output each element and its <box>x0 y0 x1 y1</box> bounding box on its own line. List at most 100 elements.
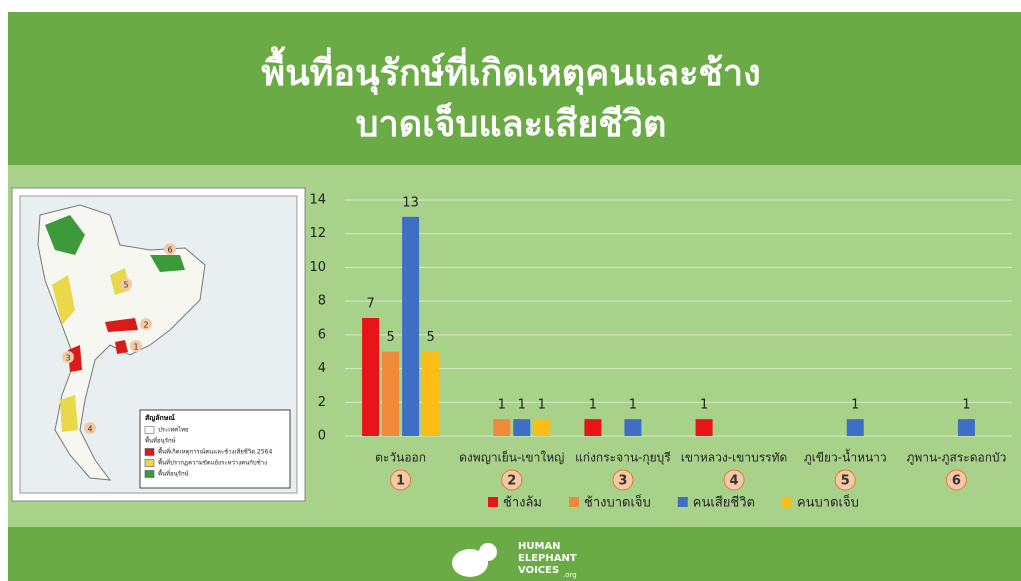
x-tick-label: ภูพาน-ภูสระดอกบัว <box>906 451 1006 466</box>
y-tick-label: 8 <box>318 294 326 309</box>
x-tick-label: แก่งกระจาน-กุยบุรี <box>575 451 671 466</box>
map-marker <box>62 351 74 363</box>
title-line: พื้นที่อนุรักษ์ที่เกิดเหตุคนและช้าง <box>261 46 760 96</box>
map-legend-swatch <box>144 470 155 478</box>
map-area <box>150 255 185 272</box>
logo-icon <box>452 549 488 577</box>
y-tick-label: 14 <box>309 193 326 208</box>
y-tick-label: 10 <box>309 260 326 275</box>
value-label: 1 <box>589 398 597 413</box>
y-tick-label: 6 <box>318 327 326 342</box>
map-area <box>60 395 78 432</box>
map-area <box>105 318 138 332</box>
map: สัญลักษณ์ <box>11 187 306 502</box>
y-tick-label: 2 <box>318 395 326 410</box>
bar <box>402 216 420 436</box>
map-marker-label: 1 <box>133 343 138 352</box>
bar <box>695 419 713 436</box>
map-legend-label: พื้นที่อนุรักษ์ <box>158 468 189 478</box>
map-area <box>68 345 82 372</box>
category-badge <box>612 469 634 491</box>
category-badge-label: 2 <box>507 474 516 489</box>
bar <box>584 419 602 436</box>
legend-label: คนเสียชีวิต <box>693 495 755 511</box>
logo-text: HUMAN <box>518 541 561 552</box>
value-label: 5 <box>386 330 394 345</box>
category-badge <box>834 469 856 491</box>
map-marker <box>164 243 176 255</box>
category-badge-label: 5 <box>841 474 850 489</box>
y-tick-label: 0 <box>318 429 326 444</box>
bar <box>362 318 380 436</box>
category-badge-label: 6 <box>952 474 961 489</box>
legend-label: ช้างบาดเจ็บ <box>584 493 651 511</box>
map-legend-label: พื้นที่ปรากฏความขัดแย้งระหว่างคนกับช้าง <box>158 457 267 467</box>
legend-label: ช้างล้ม <box>503 496 542 511</box>
legend-label: คนบาดเจ็บ <box>797 493 859 511</box>
logo-text: ELEPHANT <box>518 553 577 564</box>
category-badge <box>390 469 412 491</box>
x-tick-label: เขาหลวง-เขาบรรทัด <box>681 451 788 465</box>
category-badge-label: 3 <box>618 474 627 489</box>
bar <box>382 351 400 436</box>
bar <box>422 351 440 436</box>
value-label: 1 <box>851 398 859 413</box>
map-marker <box>140 318 152 330</box>
map-area <box>52 275 75 325</box>
value-label: 1 <box>700 398 708 413</box>
map-legend-label: ประเทศไทย <box>158 426 189 434</box>
value-label: 5 <box>426 330 434 345</box>
logo-icon <box>479 543 497 561</box>
legend-swatch <box>781 497 792 507</box>
map-marker <box>130 340 142 352</box>
x-tick-label: ตะวันออก <box>375 451 426 465</box>
value-label: 1 <box>518 398 526 413</box>
bar <box>533 419 551 436</box>
value-label: 1 <box>538 398 546 413</box>
x-tick-label: ดงพญาเย็น-เขาใหญ่ <box>459 450 564 465</box>
map-area <box>115 340 128 354</box>
map-legend-swatch <box>144 426 155 434</box>
legend-swatch <box>677 497 688 507</box>
map-legend <box>139 409 291 489</box>
logo-suffix: .org <box>563 571 577 579</box>
category-badge <box>945 469 967 491</box>
map-marker-label: 3 <box>65 354 70 363</box>
category-badge <box>501 469 523 491</box>
bar <box>493 419 511 436</box>
map-marker <box>84 422 96 434</box>
legend-swatch <box>488 497 498 507</box>
legend-swatch <box>569 497 580 507</box>
header-band <box>8 12 1021 165</box>
map-marker-label: 5 <box>123 281 128 290</box>
x-tick-label: ภูเขียว-น้ำหนาว <box>804 449 887 466</box>
value-label: 1 <box>498 398 506 413</box>
bar <box>513 419 531 436</box>
y-tick-label: 12 <box>309 226 326 241</box>
value-label: 7 <box>366 297 374 312</box>
logo-text: VOICES <box>518 565 559 576</box>
map-marker-label: 4 <box>87 425 92 434</box>
footer-logo <box>452 543 497 577</box>
title-line: บาดเจ็บและเสียชีวิต <box>356 101 667 145</box>
value-label: 13 <box>402 195 419 210</box>
map-legend-label: พื้นที่อนุรักษ์ <box>145 435 176 445</box>
category-badge-label: 1 <box>396 474 405 489</box>
map-area <box>45 215 85 255</box>
bar <box>846 419 864 436</box>
category-badge <box>723 469 745 491</box>
value-label: 1 <box>962 398 970 413</box>
map-legend-swatch <box>144 448 155 456</box>
map-legend-title: สัญลักษณ์ <box>145 413 175 422</box>
map-marker-label: 6 <box>167 246 172 255</box>
map-legend-swatch <box>144 459 155 467</box>
y-tick-label: 4 <box>318 361 326 376</box>
map-marker <box>120 278 132 290</box>
bar <box>957 419 975 436</box>
map-marker-label: 2 <box>143 321 148 330</box>
footer-band <box>8 527 1021 581</box>
value-label: 1 <box>629 398 637 413</box>
category-badge-label: 4 <box>730 474 739 489</box>
